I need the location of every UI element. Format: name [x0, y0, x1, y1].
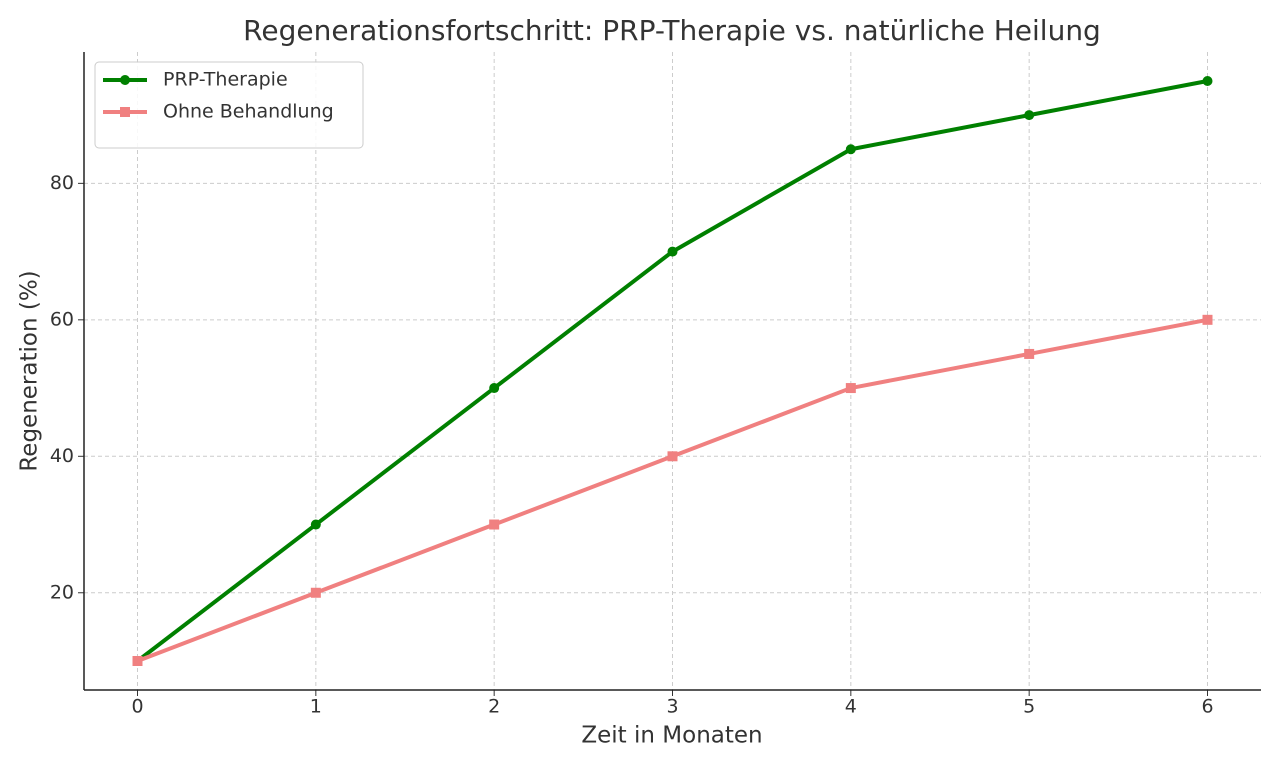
x-tick-label: 3 — [666, 696, 678, 718]
x-tick-label: 6 — [1201, 696, 1213, 718]
x-axis-label: Zeit in Monaten — [581, 723, 762, 749]
marker — [845, 144, 856, 155]
y-axis-label: Regeneration (%) — [17, 270, 43, 471]
x-tick-label: 0 — [131, 696, 143, 718]
x-tick-label: 4 — [845, 696, 857, 718]
y-tick-label: 80 — [50, 172, 74, 194]
marker — [1024, 110, 1035, 121]
marker — [667, 246, 678, 257]
y-tick-label: 40 — [50, 445, 74, 467]
x-tick-label: 1 — [310, 696, 322, 718]
legend-label: Ohne Behandlung — [163, 101, 334, 123]
marker — [845, 383, 856, 394]
marker — [120, 107, 130, 117]
legend-label: PRP-Therapie — [163, 69, 288, 91]
x-tick-label: 2 — [488, 696, 500, 718]
chart-title: Regenerationsfortschritt: PRP-Therapie v… — [243, 14, 1101, 47]
x-tick-label: 5 — [1023, 696, 1035, 718]
y-tick-label: 20 — [50, 581, 74, 603]
y-tick-label: 60 — [50, 308, 74, 330]
marker — [1024, 348, 1035, 359]
marker — [667, 451, 678, 462]
legend-box — [94, 61, 364, 149]
marker — [132, 656, 143, 666]
marker — [120, 75, 130, 85]
marker — [310, 587, 321, 598]
marker — [310, 519, 321, 530]
marker — [489, 519, 500, 530]
marker — [1202, 314, 1213, 325]
marker — [1202, 76, 1213, 86]
marker — [489, 383, 500, 394]
